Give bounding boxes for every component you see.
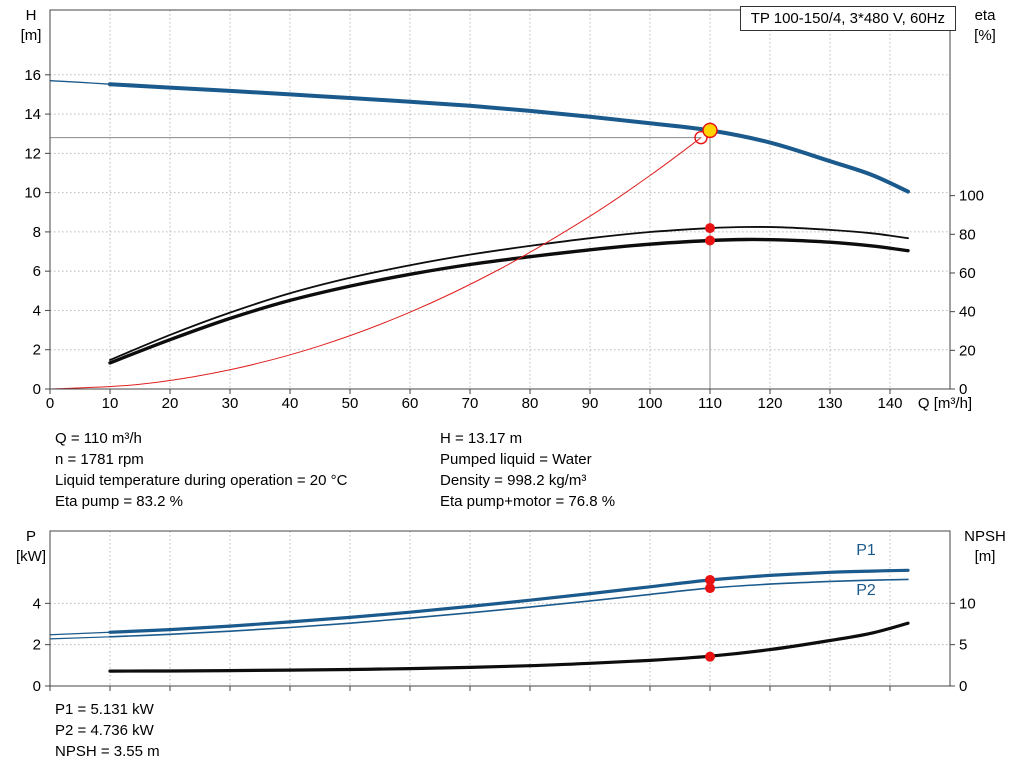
p2-curve [109, 578, 909, 638]
x-tick-label: 110 [698, 395, 722, 412]
eta-pump-motor-curve [108, 237, 910, 365]
info-line-liquid: Pumped liquid = Water [440, 451, 592, 468]
power-npsh-chart: 0 2 4 0 5 10 P1 P2 P [kW] NPSH [m] [16, 528, 1006, 695]
axis-label: [kW] [16, 548, 46, 565]
axis-label: H [26, 7, 37, 24]
x-tick-label: 20 [162, 395, 179, 412]
requested-duty-point [694, 130, 708, 145]
y-left-tick-label: 14 [24, 106, 41, 123]
y-right-tick-label: 20 [959, 342, 976, 359]
power-info-column: P1 = 5.131 kW P2 = 4.736 kW NPSH = 3.55 … [55, 699, 160, 762]
system-resistance-curve [49, 137, 702, 390]
x-tick-label: 50 [342, 395, 359, 412]
plot-border [49, 530, 951, 687]
y-left-tick-label: 0 [33, 678, 41, 695]
info-line-speed: n = 1781 rpm [55, 451, 144, 468]
duty-info-right-column: H = 13.17 m Pumped liquid = Water Densit… [440, 428, 615, 512]
x-tick-label: 140 [877, 395, 902, 412]
y-left-tick-label: 2 [33, 637, 41, 654]
x-tick-label: 40 [282, 395, 299, 412]
info-line-head: H = 13.17 m [440, 430, 523, 447]
y-right-tick-label: 80 [959, 226, 976, 243]
eta-pump-curve [109, 226, 909, 361]
x-tick-label: 100 [637, 395, 662, 412]
p2-point [705, 583, 715, 594]
qh-efficiency-chart: 0 10 20 30 40 50 60 70 80 90 100 110 120 130 140024681… [21, 7, 997, 412]
info-line-npsh: NPSH = 3.55 m [55, 743, 160, 760]
eta-pump-motor-point [705, 235, 715, 246]
axis-label: eta [975, 7, 997, 24]
eta-pump-point [705, 223, 715, 234]
actual-duty-point [702, 122, 718, 139]
y-right-tick-label: 10 [959, 595, 976, 612]
y-left-tick-label: 6 [33, 263, 41, 280]
axis-label: Q [m³/h] [918, 395, 972, 412]
p1-label: P1 [856, 542, 876, 559]
y-left-tick-label: 8 [33, 224, 41, 241]
info-line-eta-pump: Eta pump = 83.2 % [55, 493, 183, 510]
p2-label: P2 [856, 582, 876, 599]
x-tick-label: 60 [402, 395, 419, 412]
info-line-p2: P2 = 4.736 kW [55, 722, 154, 739]
info-line-temperature: Liquid temperature during operation = 20… [55, 472, 348, 489]
y-right-tick-label: 5 [959, 637, 967, 654]
x-tick-label: 30 [222, 395, 239, 412]
p2-curve-lead [49, 636, 111, 640]
npsh-curve [108, 621, 910, 673]
axis-label: P [26, 528, 36, 545]
pump-model-box: TP 100-150/4, 3*480 V, 60Hz [739, 6, 956, 31]
y-right-tick-label: 0 [959, 381, 967, 398]
y-right-tick-label: 60 [959, 265, 976, 282]
y-left-tick-label: 10 [24, 185, 41, 202]
npsh-point [705, 651, 715, 662]
x-tick-label: 10 [102, 395, 119, 412]
x-tick-label: 0 [46, 395, 54, 412]
info-line-density: Density = 998.2 kg/m³ [440, 472, 587, 489]
y-left-tick-label: 16 [24, 67, 41, 84]
y-right-tick-label: 100 [959, 188, 984, 205]
axis-label: [m] [21, 27, 42, 44]
y-left-tick-label: 2 [33, 342, 41, 359]
x-tick-label: 120 [757, 395, 782, 412]
y-left-tick-label: 12 [24, 145, 41, 162]
x-tick-label: 130 [817, 395, 842, 412]
pump-model-label: TP 100-150/4, 3*480 V, 60Hz [750, 10, 945, 27]
x-tick-label: 90 [582, 395, 599, 412]
info-line-p1: P1 = 5.131 kW [55, 701, 154, 718]
qh-curve-lead [49, 80, 111, 85]
y-right-tick-label: 0 [959, 678, 967, 695]
p1-curve [108, 568, 910, 634]
x-tick-label: 70 [462, 395, 479, 412]
y-left-tick-label: 4 [33, 302, 41, 319]
p1-curve-lead [49, 631, 111, 636]
y-right-tick-label: 40 [959, 304, 976, 321]
qh-curve [108, 82, 910, 194]
x-tick-label: 80 [522, 395, 539, 412]
axis-label: NPSH [964, 528, 1006, 545]
y-left-tick-label: 0 [33, 381, 41, 398]
info-line-q: Q = 110 m³/h [55, 430, 142, 447]
info-line-eta-total: Eta pump+motor = 76.8 % [440, 493, 616, 510]
axis-label: [%] [974, 27, 996, 44]
p1-point [705, 574, 715, 585]
y-left-tick-label: 4 [33, 595, 41, 612]
duty-info-left-column: Q = 110 m³/h n = 1781 rpm Liquid tempera… [55, 428, 347, 512]
axis-label: [m] [975, 548, 996, 565]
plot-border [49, 9, 951, 390]
